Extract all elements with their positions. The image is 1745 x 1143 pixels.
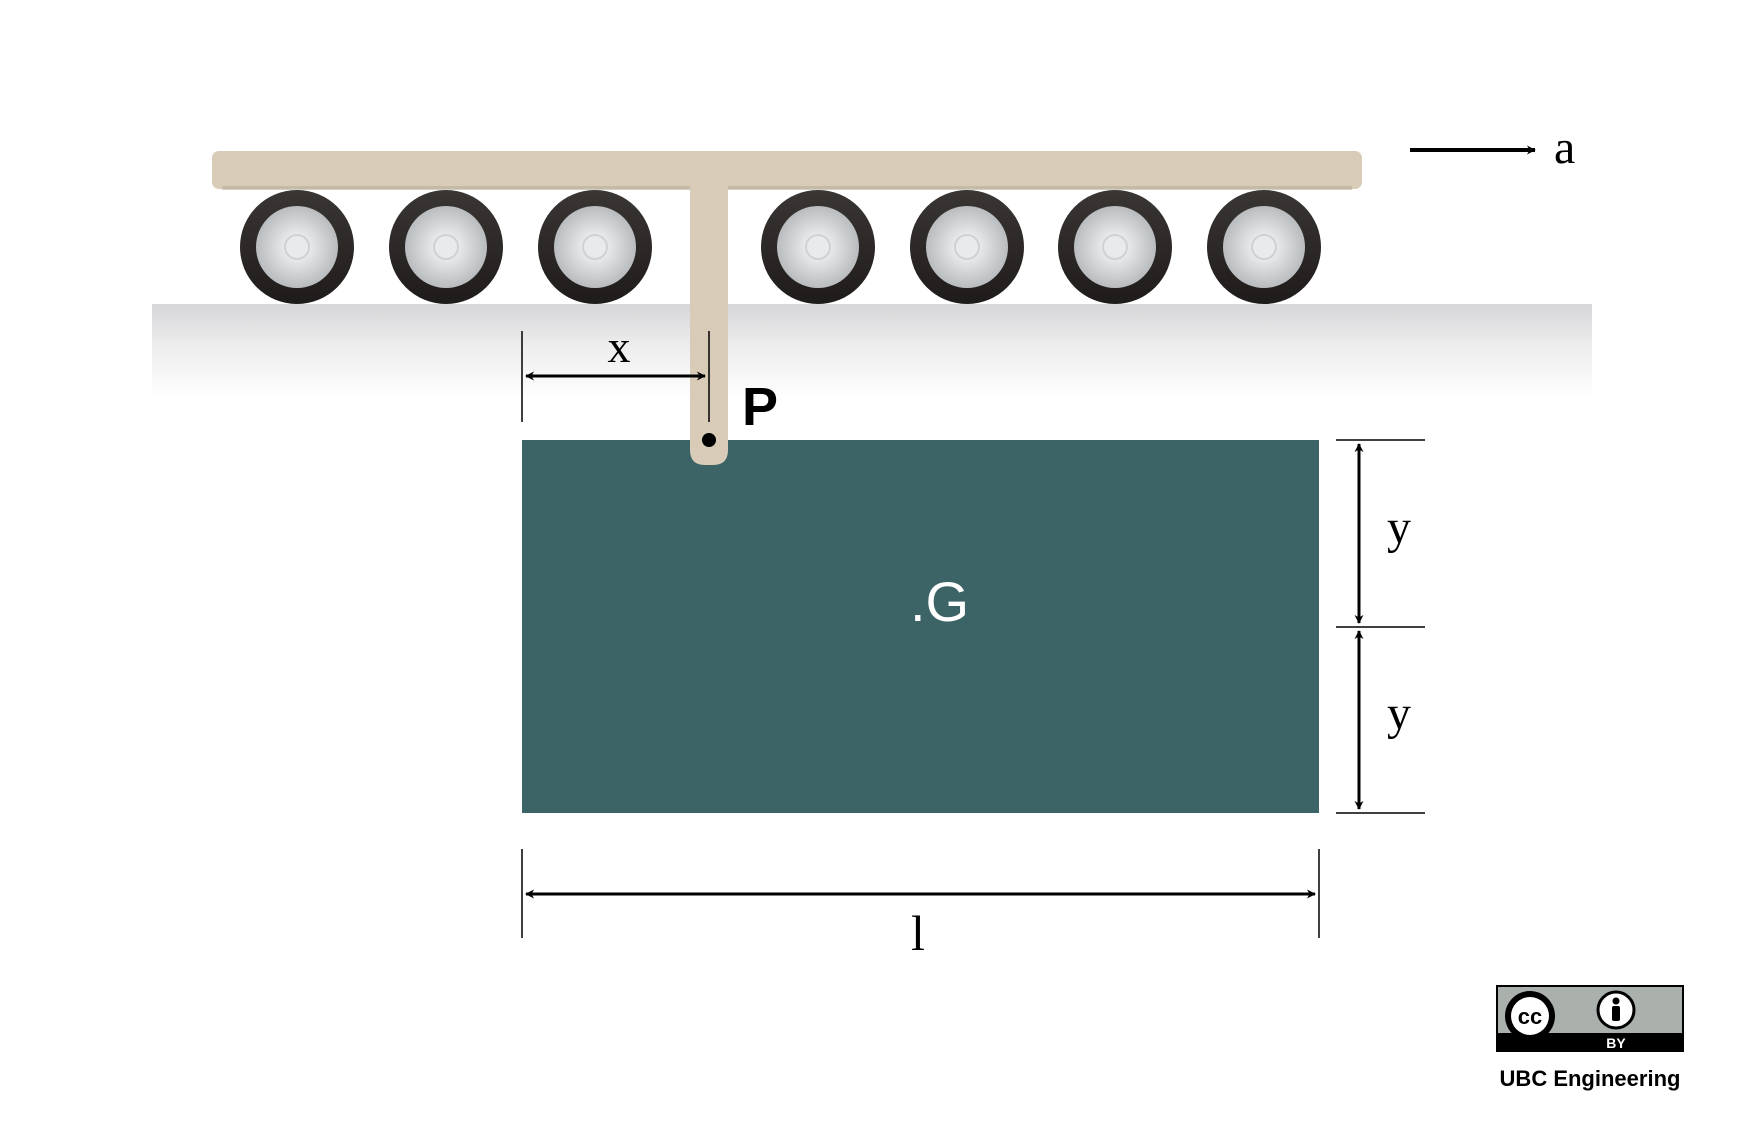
dimension-y-top-label: y [1387,501,1411,554]
dimension-y-bottom-label: y [1387,687,1411,740]
acceleration-label: a [1554,121,1575,174]
wheel [1207,190,1321,304]
center-of-mass-label: .G [910,570,969,633]
dimension-x: x [521,321,710,422]
wheel [240,190,354,304]
wheel [910,190,1024,304]
attribution-text: UBC Engineering [1500,1066,1681,1091]
ground-track [152,304,1592,400]
cart-platform [212,151,1362,189]
dimension-l: l [521,849,1320,961]
pivot-label: P [742,377,778,437]
pivot-point [702,433,716,447]
wheel [761,190,875,304]
wheel [1058,190,1172,304]
by-label: BY [1606,1035,1626,1051]
plate-body [522,440,1319,813]
dimension-x-label: x [608,321,631,372]
cc-icon-text: cc [1518,1004,1542,1029]
wheel [389,190,503,304]
hanger-rod-tip [690,430,728,465]
wheel [538,190,652,304]
dimension-l-label: l [911,905,925,961]
hanger-rod [690,168,728,465]
wheel-row [240,190,1321,304]
cc-by-badge: cc BY [1496,985,1684,1052]
dimension-y: y y [1336,439,1425,814]
